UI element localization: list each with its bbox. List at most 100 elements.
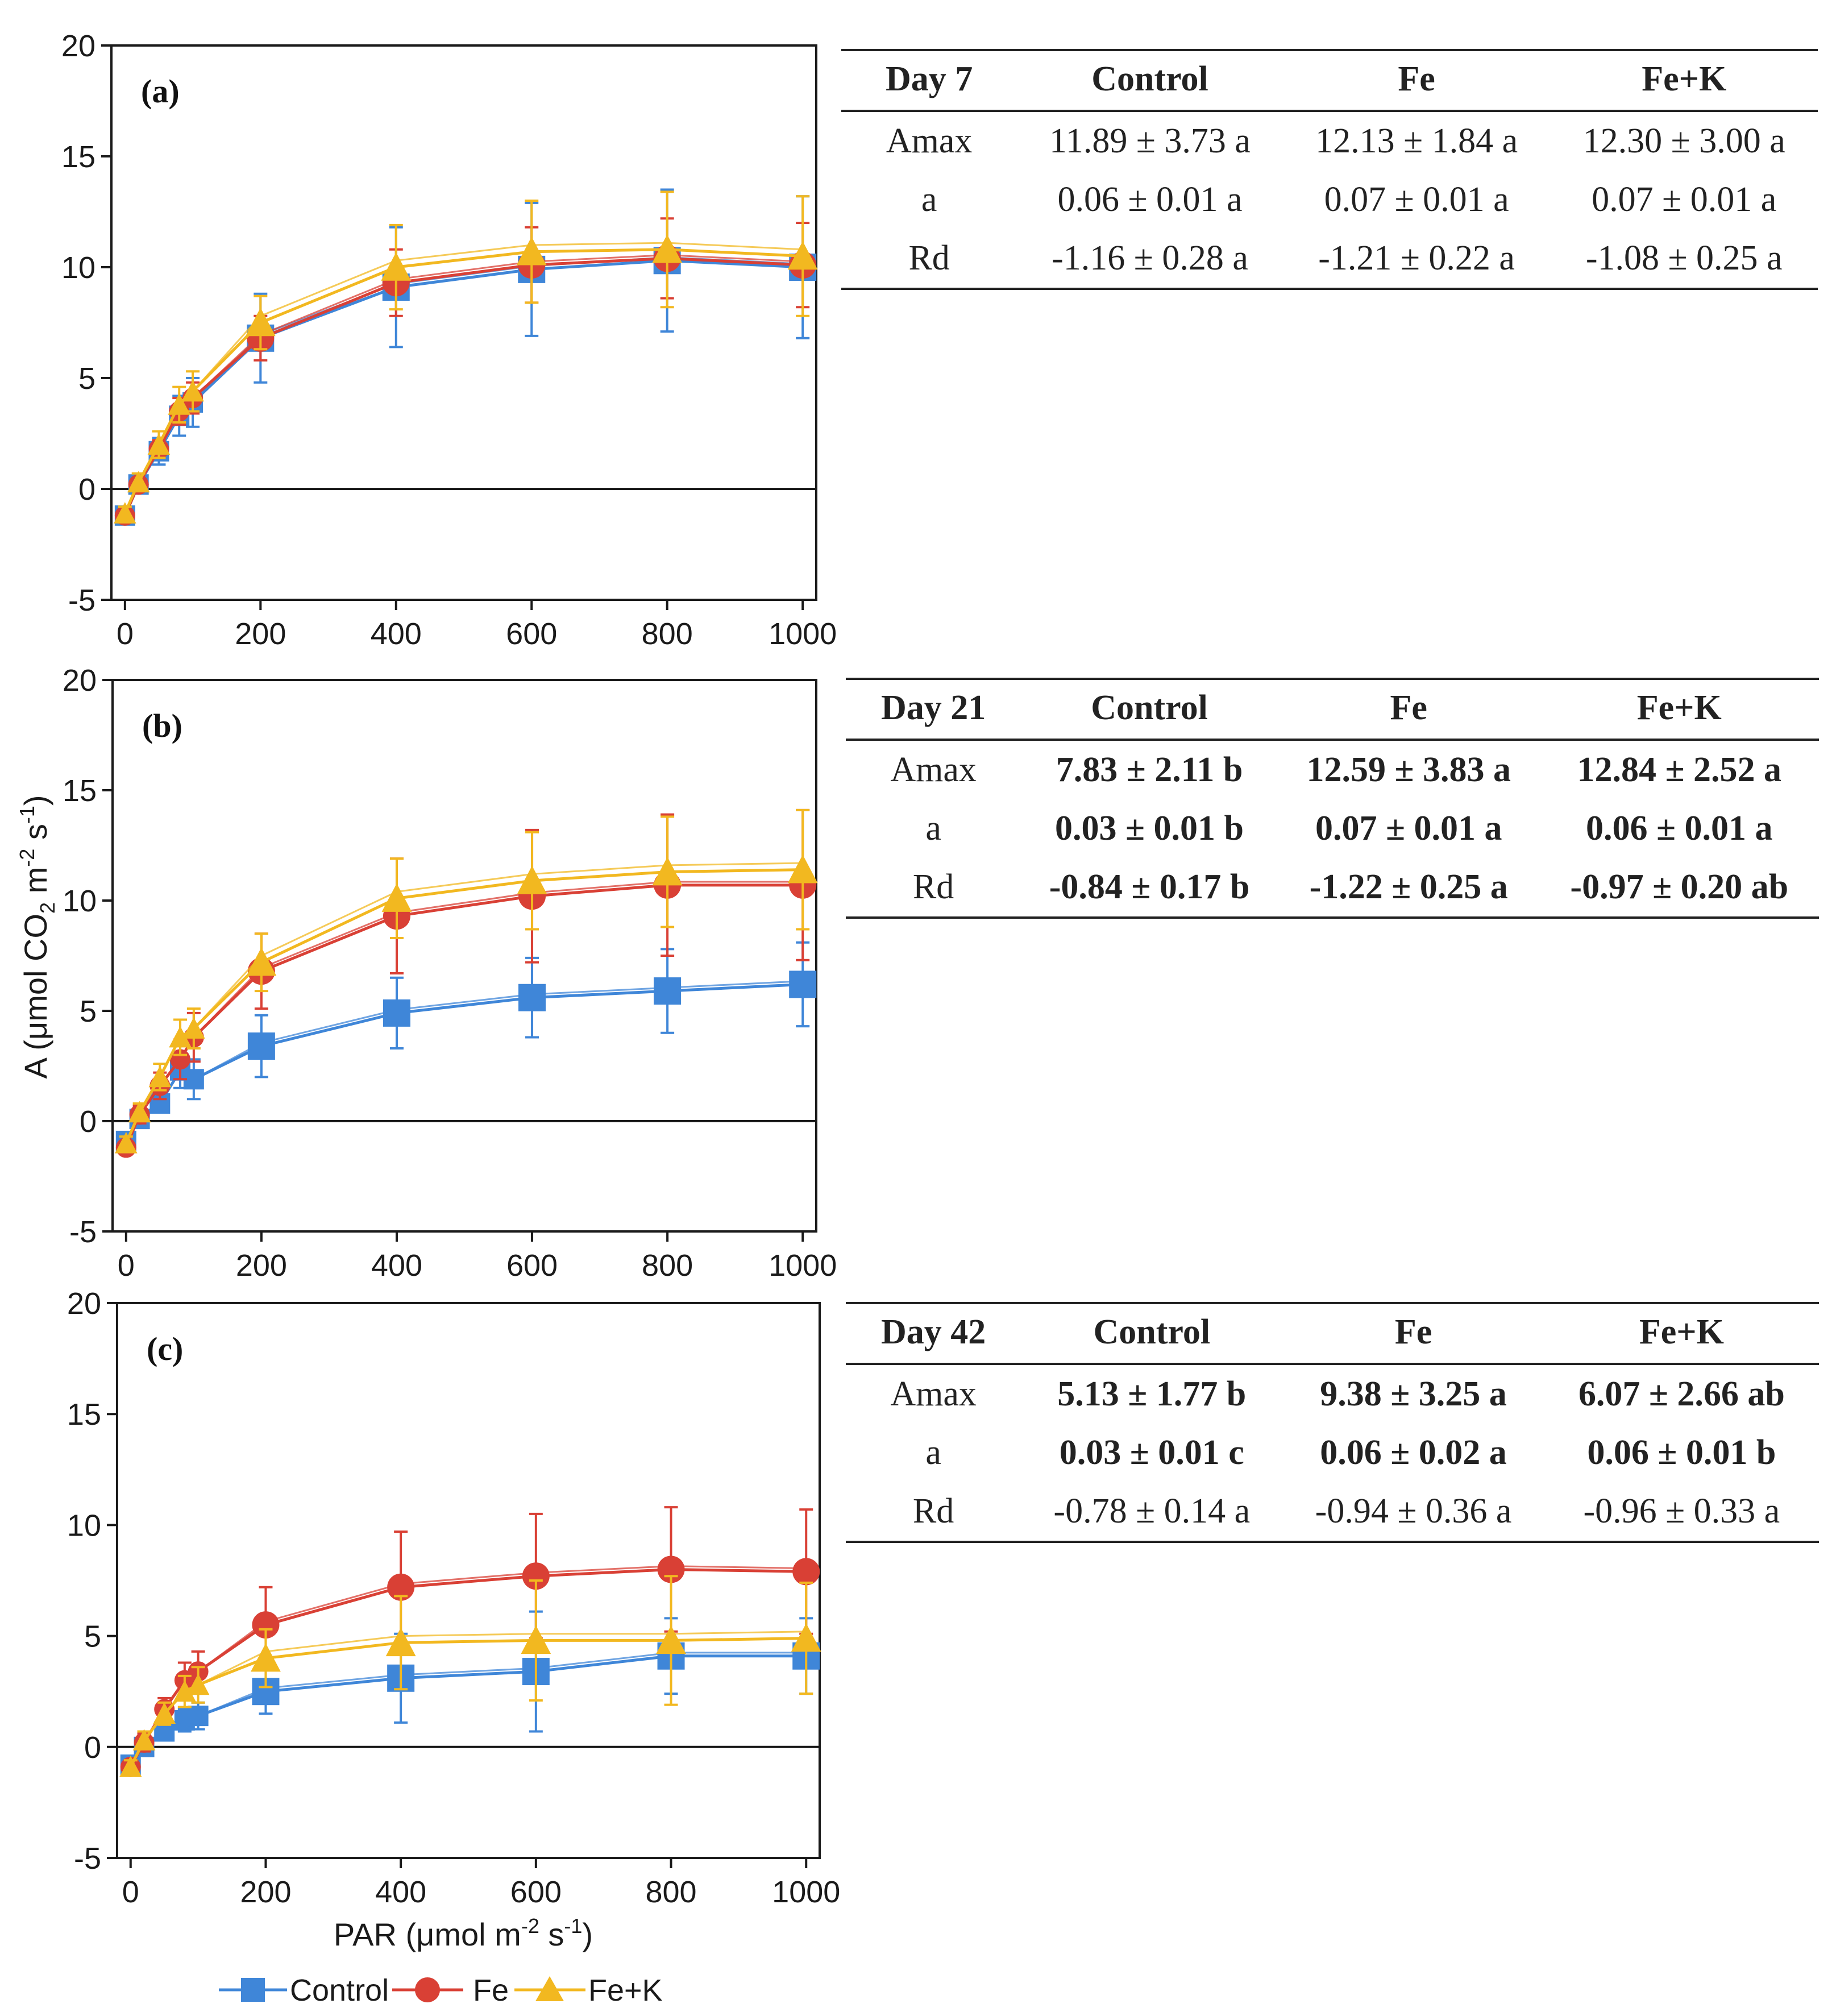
parameter-table: Day 42 Control Fe Fe+K Amax 5.13 ± 1.77 b 9.38…: [846, 1302, 1819, 1543]
x-tick-label: 600: [506, 1248, 558, 1283]
table-cell: 7.83 ± 2.11 b: [1056, 750, 1243, 789]
fit-curve-fe: [124, 254, 803, 516]
data-point-fek: [173, 1680, 196, 1702]
data-point-fe: [252, 1611, 280, 1639]
y-tick-label: 5: [78, 362, 95, 396]
column-header: Fe+K: [1550, 49, 1818, 112]
data-point-fek: [791, 1623, 821, 1652]
data-point-control: [383, 999, 410, 1027]
x-tick-label: 0: [117, 617, 134, 651]
fit-curve-fe: [125, 881, 803, 1148]
table-cell: 6.07 ± 2.66 ab: [1578, 1375, 1785, 1413]
series-control: [120, 1610, 820, 1776]
panel-label: (c): [147, 1330, 183, 1367]
table-header-row: Day 42 Control Fe Fe+K: [846, 1302, 1819, 1365]
data-point-fek: [181, 380, 204, 402]
y-tick-label: -5: [69, 1215, 97, 1249]
fit-curve-control: [124, 256, 803, 516]
y-tick-label: 20: [61, 29, 95, 63]
data-point-fek: [251, 1643, 281, 1672]
y-tick-label: -5: [68, 583, 95, 617]
data-point-fek: [245, 308, 276, 337]
series-line-fek: [123, 248, 803, 514]
y-tick-label: 15: [67, 1397, 101, 1432]
data-point-fek: [381, 883, 412, 912]
data-point-fek: [182, 1017, 205, 1039]
y-tick-label: 10: [61, 251, 95, 285]
series-line-control: [124, 982, 803, 1142]
x-tick-label: 600: [506, 617, 557, 651]
table-cell: -1.21 ± 0.22 a: [1282, 229, 1551, 290]
table-cell: 0.07 ± 0.01 a: [1324, 180, 1509, 219]
table-cell: 0.06 ± 0.01 a: [1057, 180, 1243, 219]
table-cell: -1.16 ± 0.28 a: [1017, 229, 1283, 290]
table-row: Amax 5.13 ± 1.77 b 9.38 ± 3.25 a 6.07 ± 2.6…: [846, 1364, 1819, 1424]
data-point-fek: [148, 1065, 172, 1088]
data-point-fek: [168, 393, 191, 415]
data-point-control: [518, 984, 546, 1011]
data-point-fe: [792, 1558, 820, 1586]
table-row: Amax 11.89 ± 3.73 a 12.13 ± 1.84 a 12.30 ± …: [841, 111, 1818, 171]
x-tick-label: 800: [642, 1248, 693, 1283]
data-point-fek: [517, 865, 547, 894]
table-day-21: Day 21 Control Fe Fe+K Amax 7.83 ± 2.11 b 12.5…: [846, 678, 1819, 919]
data-point-fek: [385, 1627, 416, 1657]
data-point-fek: [132, 1729, 156, 1750]
data-point-fek: [186, 1673, 210, 1695]
x-tick-label: 0: [118, 1248, 135, 1283]
series-fe: [115, 808, 817, 1158]
legend: Control Fe Fe+K: [219, 1973, 663, 2007]
table-cell: -1.22 ± 0.25 a: [1277, 858, 1540, 919]
x-tick-label: 200: [236, 1248, 287, 1283]
data-point-fek: [127, 471, 150, 493]
table-cell: -0.94 ± 0.36 a: [1282, 1482, 1544, 1543]
series-line-fe: [124, 883, 803, 1148]
x-axis-label: PAR (μmol m-2 s-1): [334, 1914, 593, 1952]
data-point-fek: [652, 857, 683, 886]
table-cell: 0.03 ± 0.01 c: [1059, 1433, 1244, 1472]
svg-text:Control: Control: [290, 1973, 389, 2007]
panel-label: (b): [142, 707, 182, 744]
x-tick-label: 200: [235, 617, 286, 651]
parameter-table: Day 21 Control Fe Fe+K Amax 7.83 ± 2.11 b 12.5…: [846, 678, 1819, 919]
table-header-row: Day 21 Control Fe Fe+K: [846, 678, 1819, 741]
x-tick-label: 1000: [769, 1248, 837, 1283]
panel-label: (a): [141, 73, 180, 110]
table-cell: 0.07 ± 0.01 a: [1592, 180, 1777, 219]
series-control: [115, 941, 817, 1151]
y-tick-label: 0: [80, 1105, 97, 1139]
table-cell: 5.13 ± 1.77 b: [1057, 1375, 1247, 1413]
data-point-fek: [128, 1101, 151, 1123]
series-fek: [114, 190, 818, 524]
fit-curve-fek: [124, 242, 803, 514]
data-point-fek: [119, 1756, 142, 1777]
data-point-fek: [169, 1026, 192, 1048]
legend-item-fe: Fe: [392, 1973, 509, 2007]
plot-frame: [116, 1302, 821, 1859]
data-point-fek: [114, 502, 136, 524]
series-control: [114, 188, 817, 526]
table-day-7: Day 7 Control Fe Fe+K Amax 11.89 ± 3.73 a 12.1…: [841, 49, 1818, 290]
data-point-fek: [787, 241, 818, 270]
y-axis-label: A (μmol CO2 m-2 s-1): [15, 795, 59, 1078]
data-point-control: [789, 970, 817, 998]
x-tick-label: 400: [371, 1248, 422, 1283]
table-cell: 0.07 ± 0.01 a: [1315, 809, 1502, 848]
table-cell: 12.13 ± 1.84 a: [1315, 122, 1518, 160]
x-tick-label: 800: [642, 617, 693, 651]
data-point-fek: [246, 947, 277, 976]
column-header: Control: [1021, 1302, 1283, 1365]
series-line-control: [123, 259, 803, 516]
table-cell: 12.59 ± 3.83 a: [1306, 750, 1511, 789]
data-point-fek: [656, 1625, 686, 1654]
table-cell: 0.06 ± 0.01 a: [1585, 809, 1773, 848]
series-fe: [114, 217, 817, 526]
row-label: Amax: [890, 750, 977, 789]
plot-frame: [110, 44, 817, 601]
column-header: Control: [1021, 678, 1278, 741]
parameter-table: Day 7 Control Fe Fe+K Amax 11.89 ± 3.73 a 12.1…: [841, 49, 1818, 290]
x-tick-label: 400: [371, 617, 422, 651]
table-cell: 12.84 ± 2.52 a: [1577, 750, 1782, 789]
